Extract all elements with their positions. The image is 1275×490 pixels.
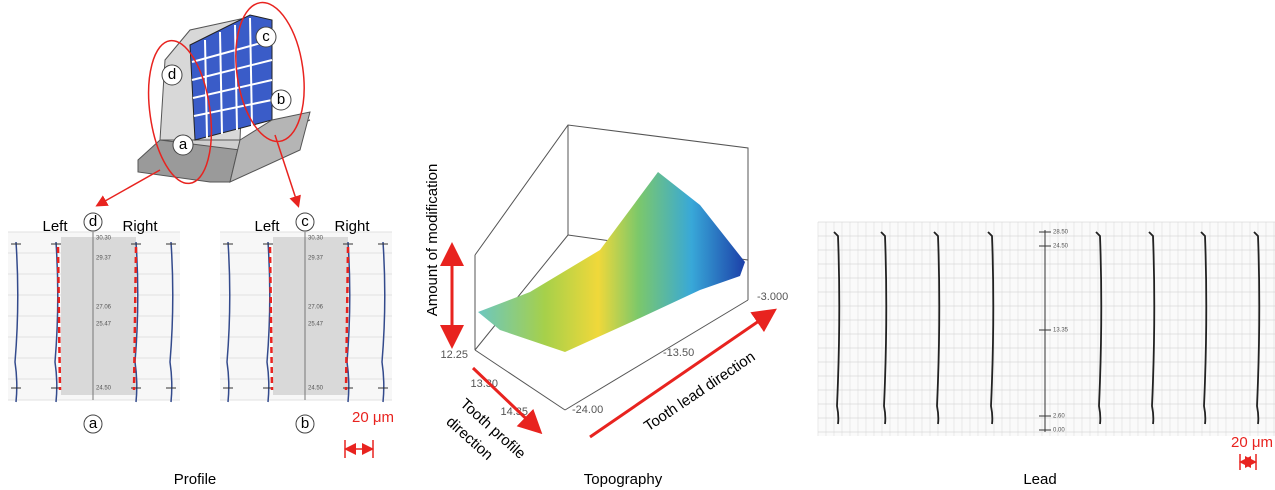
point-label: b [301, 415, 309, 432]
tick-label: 24.50 [96, 386, 112, 392]
topography [475, 125, 748, 410]
tick-label: 25.47 [96, 322, 112, 328]
tooth-label: b [277, 91, 285, 108]
side-label: Right [122, 218, 158, 235]
tick-label: 29.37 [96, 256, 112, 262]
tick-label: -24.00 [572, 404, 603, 416]
tick-label: 30.30 [96, 236, 112, 242]
caption: Topography [584, 471, 663, 488]
tick-label: 12.25 [440, 349, 468, 361]
lead-chart: 28.50 24.50 13.35 2.60 0.00 [818, 222, 1275, 436]
side-label: Left [254, 218, 280, 235]
caption: Lead [1023, 471, 1056, 488]
point-label: a [89, 415, 98, 432]
tick-label: 28.50 [1053, 230, 1069, 236]
axis-label: Amount of modification [424, 164, 441, 317]
point-label: c [301, 213, 309, 230]
tick-label: -3.000 [757, 291, 788, 303]
tick-label: 29.37 [308, 256, 324, 262]
tick-label: 24.50 [308, 386, 324, 392]
tick-label: 27.06 [96, 305, 112, 311]
tick-label: 30.30 [308, 236, 324, 242]
tooth-illustration: a b c d [98, 0, 312, 205]
scale-label: 20 μm [352, 409, 394, 426]
caption: Profile [174, 471, 217, 488]
scale-label: 20 μm [1231, 434, 1273, 451]
tick-label: 24.50 [1053, 244, 1069, 250]
tooth-label: c [262, 28, 270, 45]
tick-label: -13.50 [663, 347, 694, 359]
tick-label: 13.35 [1053, 328, 1069, 334]
profile-charts: 30.30 29.37 27.06 25.47 24.50 d Left Right a 30.3… [8, 213, 392, 433]
tick-label: 2.60 [1053, 414, 1065, 420]
tick-label: 27.06 [308, 305, 324, 311]
figure: a b c d 30.30 29.37 27.06 25.47 24.50 d Left Ri… [0, 0, 1275, 490]
tooth-label: d [168, 66, 176, 83]
tick-label: 25.47 [308, 322, 324, 328]
side-label: Right [334, 218, 370, 235]
side-label: Left [42, 218, 68, 235]
tooth-label: a [179, 136, 188, 153]
point-label: d [89, 213, 97, 230]
tick-label: 0.00 [1053, 428, 1065, 434]
